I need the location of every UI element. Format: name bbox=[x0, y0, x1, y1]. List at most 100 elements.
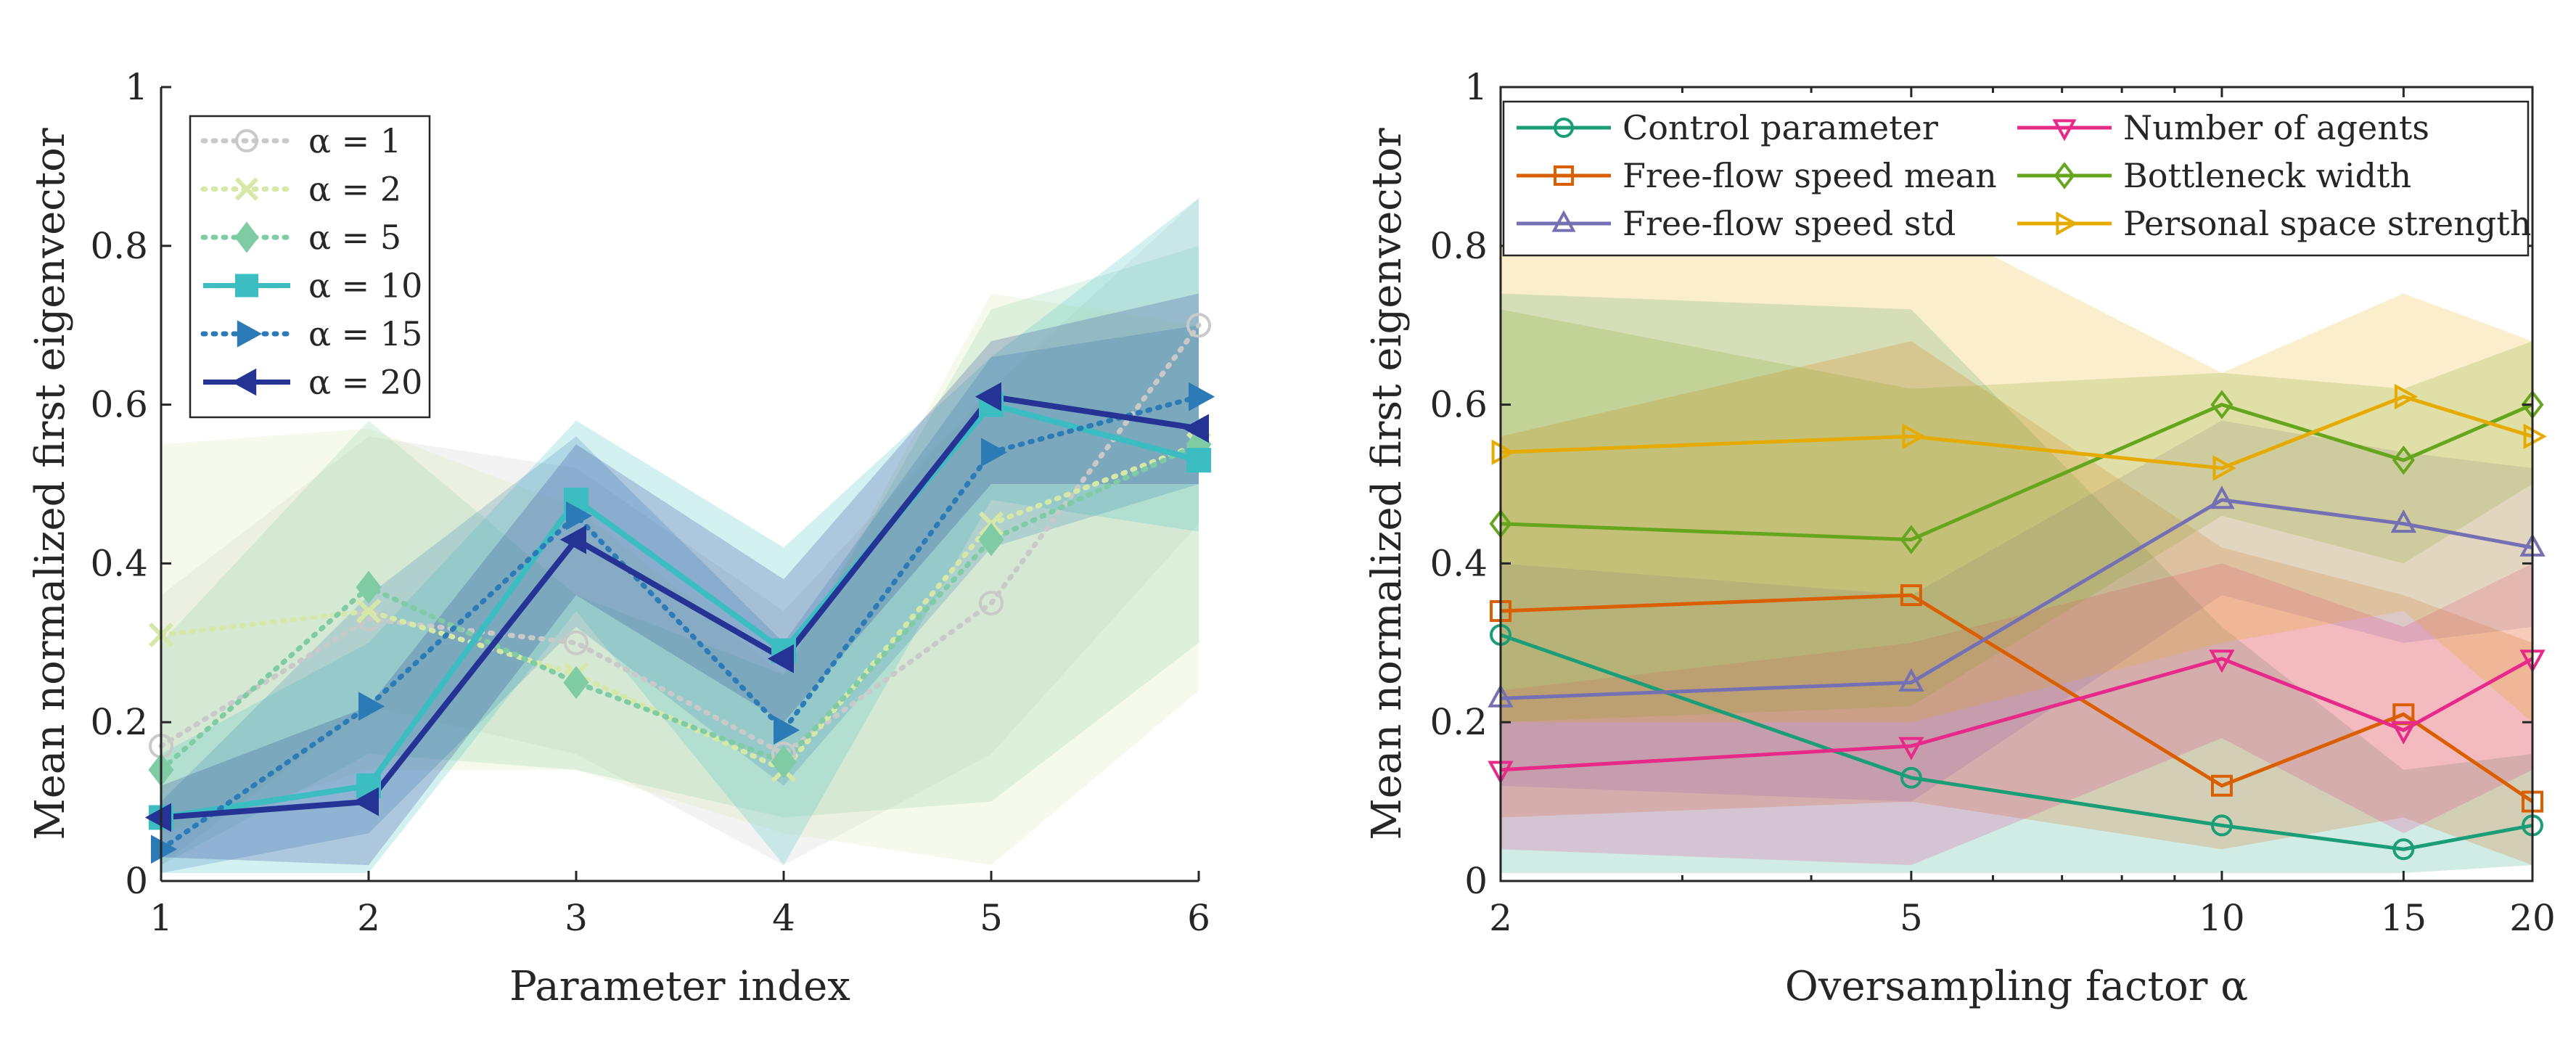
right-point-3-1 bbox=[1898, 737, 1924, 761]
left-line-0 bbox=[158, 322, 1202, 757]
right-line-1 bbox=[1500, 593, 2534, 803]
left-legend-label-4: α = 15 bbox=[308, 314, 422, 353]
right-legend-box bbox=[1502, 100, 2530, 257]
right-band-4 bbox=[1501, 309, 2532, 723]
left-y-tick-label-4: 0.8 bbox=[90, 225, 148, 267]
left-chart: 1 2 3 4 5 6 0 0.2 0.4 0.6 0.8 1 Parameter index Me… bbox=[27, 66, 1215, 1010]
left-band-1 bbox=[161, 293, 1199, 866]
right-legend-label-1: Free-flow speed mean bbox=[1623, 156, 1997, 195]
left-y-tick-label-2: 0.4 bbox=[90, 542, 148, 584]
left-point-5-5 bbox=[1182, 414, 1209, 443]
left-band-3 bbox=[161, 198, 1199, 874]
right-legend-marker-0 bbox=[1554, 118, 1574, 138]
left-point-2-1 bbox=[356, 570, 382, 605]
right-legend-marker-1 bbox=[1554, 165, 1574, 186]
left-line-5 bbox=[160, 393, 1199, 821]
right-point-4-2 bbox=[2210, 390, 2234, 419]
left-x-tick-label-3: 4 bbox=[772, 897, 795, 939]
right-y-ticks: 0 0.2 0.4 0.6 0.8 1 bbox=[1429, 66, 2532, 902]
right-band-5 bbox=[1501, 214, 2532, 723]
right-line-5 bbox=[1500, 395, 2533, 470]
right-y-tick-label-1: 0.2 bbox=[1429, 701, 1488, 743]
right-line-3 bbox=[1500, 657, 2534, 772]
right-point-2-2 bbox=[2209, 485, 2235, 509]
left-point-4-2 bbox=[566, 501, 593, 530]
left-x-tick-label-5: 6 bbox=[1187, 897, 1210, 939]
right-point-4-3 bbox=[2392, 445, 2415, 475]
left-point-4-1 bbox=[358, 692, 385, 721]
left-point-5-3 bbox=[767, 644, 794, 673]
left-legend-label-1: α = 2 bbox=[308, 170, 401, 209]
right-point-0-1 bbox=[1900, 766, 1922, 789]
left-y-tick-label-5: 1 bbox=[125, 66, 148, 108]
left-point-4-4 bbox=[981, 438, 1008, 467]
right-legend-marker-4 bbox=[2054, 162, 2075, 189]
right-x-tick-label-4: 20 bbox=[2509, 897, 2556, 939]
left-legend-marker-0 bbox=[235, 129, 258, 152]
right-point-5-3 bbox=[2394, 383, 2419, 410]
right-line-4 bbox=[1500, 403, 2533, 542]
right-series-lines bbox=[1500, 395, 2534, 851]
right-point-2-1 bbox=[1898, 668, 1924, 692]
right-x-tick-label-3: 15 bbox=[2381, 897, 2427, 939]
left-point-2-3 bbox=[771, 745, 797, 779]
right-legend-marker-2 bbox=[1551, 210, 1576, 232]
right-x-axis-label: Oversampling factor α bbox=[1785, 963, 2248, 1010]
left-point-3-5 bbox=[1186, 448, 1211, 473]
right-x-tick-label-2: 10 bbox=[2199, 897, 2245, 939]
left-point-5-1 bbox=[352, 787, 379, 816]
left-point-5-4 bbox=[975, 382, 1001, 411]
right-point-3-3 bbox=[2390, 721, 2417, 745]
right-point-0-2 bbox=[2210, 814, 2233, 837]
right-band-1 bbox=[1501, 341, 2532, 866]
right-legend-label-3: Number of agents bbox=[2123, 108, 2429, 147]
left-legend-marker-5 bbox=[231, 368, 257, 396]
right-chart: 2 5 10 15 20 0 0.2 0.4 0.6 0.8 1 Oversampling fac… bbox=[1363, 66, 2556, 1010]
left-series-lines bbox=[158, 322, 1202, 852]
left-legend-marker-4 bbox=[237, 320, 262, 348]
right-y-tick-label-3: 0.6 bbox=[1429, 384, 1488, 426]
right-point-1-1 bbox=[1900, 584, 1922, 607]
right-x-tick-label-1: 5 bbox=[1900, 897, 1923, 939]
left-point-1-1 bbox=[356, 598, 382, 624]
left-x-ticks: 1 2 3 4 5 6 bbox=[149, 871, 1210, 939]
left-x-tick-label-1: 2 bbox=[357, 897, 380, 939]
right-line-0 bbox=[1500, 633, 2533, 851]
right-point-1-2 bbox=[2210, 774, 2233, 797]
left-point-2-2 bbox=[563, 665, 589, 700]
right-band-3 bbox=[1501, 563, 2532, 866]
left-legend-marker-3 bbox=[235, 274, 258, 298]
right-confidence-bands bbox=[1501, 214, 2532, 874]
right-x-ticks: 2 5 10 15 20 bbox=[1489, 87, 2556, 939]
left-y-tick-label-0: 0 bbox=[125, 860, 148, 902]
left-legend-label-5: α = 20 bbox=[308, 363, 422, 402]
left-x-tick-label-0: 1 bbox=[149, 897, 173, 939]
right-point-3-2 bbox=[2209, 649, 2235, 673]
right-point-4-1 bbox=[1900, 525, 1923, 554]
left-legend-label-0: α = 1 bbox=[308, 121, 401, 160]
left-line-2 bbox=[158, 441, 1202, 773]
left-y-ticks: 0 0.2 0.4 0.6 0.8 1 bbox=[90, 66, 171, 902]
left-point-4-0 bbox=[151, 835, 178, 864]
right-legend-marker-5 bbox=[2056, 211, 2078, 236]
left-legend: α = 1 α = 2 α = 5 α = 10 α = 15 α = 20 bbox=[189, 115, 431, 419]
left-point-0-4 bbox=[979, 591, 1004, 616]
left-point-5-0 bbox=[144, 803, 171, 832]
right-point-5-1 bbox=[1902, 423, 1926, 450]
left-y-tick-label-3: 0.6 bbox=[90, 384, 148, 426]
right-plot-frame bbox=[1499, 86, 2534, 882]
left-point-5-2 bbox=[559, 525, 586, 554]
left-x-tick-label-4: 5 bbox=[980, 897, 1003, 939]
right-point-0-3 bbox=[2392, 838, 2415, 861]
left-y-axis-label: Mean normalized first eigenvector bbox=[27, 128, 74, 840]
left-line-3 bbox=[160, 401, 1200, 821]
left-point-2-4 bbox=[978, 522, 1004, 557]
right-legend-label-0: Control parameter bbox=[1623, 108, 1938, 147]
right-legend-label-2: Free-flow speed std bbox=[1623, 204, 1956, 243]
right-legend-marker-3 bbox=[2052, 119, 2077, 142]
right-y-tick-label-5: 1 bbox=[1464, 66, 1488, 108]
right-legend: Control parameter Free-flow speed mean Fre… bbox=[1502, 100, 2531, 257]
right-point-5-2 bbox=[2212, 455, 2236, 481]
left-point-4-3 bbox=[774, 716, 800, 745]
